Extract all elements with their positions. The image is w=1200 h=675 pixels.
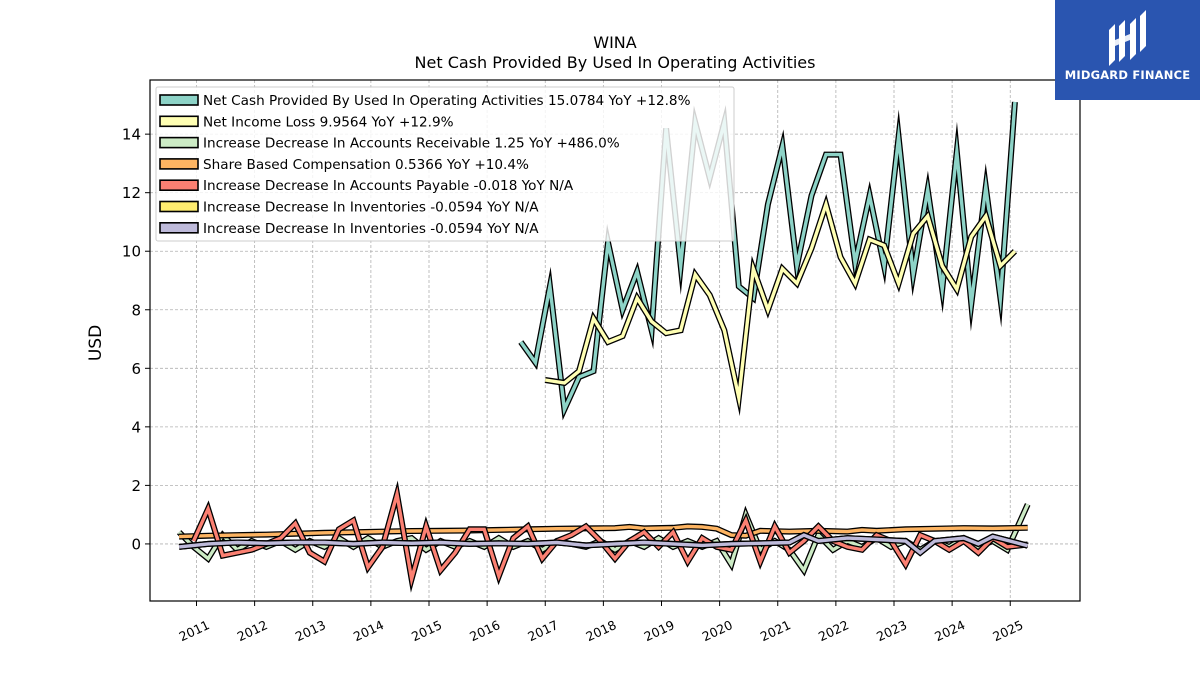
y-tick-label: 2 <box>131 477 141 495</box>
y-axis-label: USD <box>86 325 106 361</box>
legend-label: Net Income Loss 9.9564 YoY +12.9% <box>203 114 454 130</box>
brand-name: MIDGARD FINANCE <box>1064 68 1191 82</box>
x-tick-label: 2021 <box>758 617 793 644</box>
legend-swatch <box>159 222 199 234</box>
x-tick-label: 2020 <box>700 617 735 644</box>
series-1 <box>544 194 1018 417</box>
x-tick-label: 2022 <box>816 617 851 644</box>
series-layer <box>176 101 1031 593</box>
y-tick-label: 10 <box>122 243 141 261</box>
series-4 <box>190 480 1029 593</box>
legend-swatch <box>159 200 199 213</box>
x-tick-label: 2018 <box>583 617 618 644</box>
series-line-outline <box>190 480 1029 593</box>
x-tick-label: 2014 <box>351 617 386 644</box>
y-tick-label: 4 <box>131 418 141 436</box>
chart-subtitle: Net Cash Provided By Used In Operating A… <box>415 53 816 72</box>
series-6 <box>178 531 1029 557</box>
legend-label: Increase Decrease In Accounts Payable -0… <box>203 178 574 194</box>
series-line <box>192 486 1028 587</box>
x-tick-label: 2023 <box>874 617 909 644</box>
midgard-logo-icon <box>1109 10 1146 66</box>
legend-swatch <box>159 94 199 106</box>
x-tick-label: 2019 <box>642 617 677 644</box>
x-tick-label: 2015 <box>409 617 444 644</box>
legend-swatch <box>159 158 199 170</box>
legend-label: Net Cash Provided By Used In Operating A… <box>203 93 691 109</box>
y-tick-label: 8 <box>131 301 141 319</box>
x-tick-label: 2016 <box>467 617 502 644</box>
legend-box <box>155 86 735 242</box>
y-tick-label: 0 <box>131 535 141 553</box>
brand-logo: MIDGARD FINANCE <box>1055 0 1200 100</box>
series-3 <box>179 523 1028 540</box>
legend-label: Increase Decrease In Inventories -0.0594… <box>203 221 539 237</box>
x-tick-label: 2025 <box>990 617 1025 644</box>
series-line <box>179 524 1028 539</box>
x-tick-label: 2024 <box>932 617 967 644</box>
legend-swatch <box>159 179 199 191</box>
x-tick-label: 2012 <box>235 617 270 644</box>
legend-label: Share Based Compensation 0.5366 YoY +10.… <box>203 157 529 173</box>
plot-frame <box>149 79 1081 602</box>
legend-swatch <box>159 136 199 149</box>
chart-title: WINA <box>593 33 637 52</box>
legend-swatch <box>159 115 199 128</box>
legend: Net Cash Provided By Used In Operating A… <box>155 86 735 242</box>
x-tick-label: 2017 <box>525 617 560 644</box>
x-tick-label: 2013 <box>293 617 328 644</box>
legend-label: Increase Decrease In Inventories -0.0594… <box>203 200 539 216</box>
legend-label: Increase Decrease In Accounts Receivable… <box>203 136 620 152</box>
y-tick-label: 12 <box>122 184 141 202</box>
series-line <box>178 533 1029 555</box>
series-line <box>544 198 1017 409</box>
x-tick-label: 2011 <box>177 617 212 644</box>
y-tick-label: 6 <box>131 360 141 378</box>
y-tick-label: 14 <box>122 126 141 144</box>
